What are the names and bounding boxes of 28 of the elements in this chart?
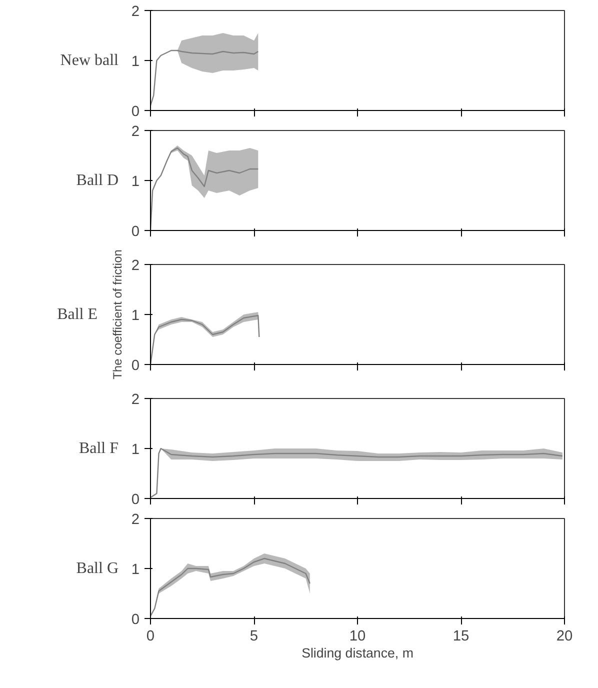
text: Ball E (57, 306, 98, 323)
y-tick-label: 1 (131, 54, 140, 70)
y-tick-label: 0 (131, 224, 140, 240)
y-tick-label: 0 (131, 104, 140, 120)
y-tick-label: 2 (131, 4, 140, 20)
text: Ball G (76, 560, 119, 577)
text: Ball F (78, 440, 119, 457)
x-tick-label: 5 (250, 628, 258, 644)
x-axis-title: Sliding distance, m (302, 646, 414, 660)
y-tick-label: 0 (131, 612, 140, 628)
y-tick-label: 2 (131, 124, 140, 140)
y-tick-label: 1 (131, 174, 140, 190)
y-tick-label: 1 (131, 562, 140, 578)
y-axis-title: The coefficient of friction (110, 250, 124, 380)
text: New ball (60, 52, 120, 69)
y-tick-label: 2 (131, 258, 140, 274)
y-tick-label: 0 (131, 492, 140, 508)
x-tick-label: 15 (452, 628, 470, 644)
line-series (150, 50, 259, 106)
y-tick-label: 1 (131, 308, 140, 324)
y-tick-label: 2 (131, 392, 140, 408)
x-tick-label: 0 (146, 628, 155, 644)
x-tick-label: 10 (349, 628, 366, 644)
y-tick-label: 2 (131, 512, 140, 528)
text: Ball D (76, 172, 118, 189)
y-tick-label: 1 (131, 442, 140, 458)
y-tick-label: 0 (131, 358, 140, 374)
x-tick-label: 20 (556, 628, 573, 644)
